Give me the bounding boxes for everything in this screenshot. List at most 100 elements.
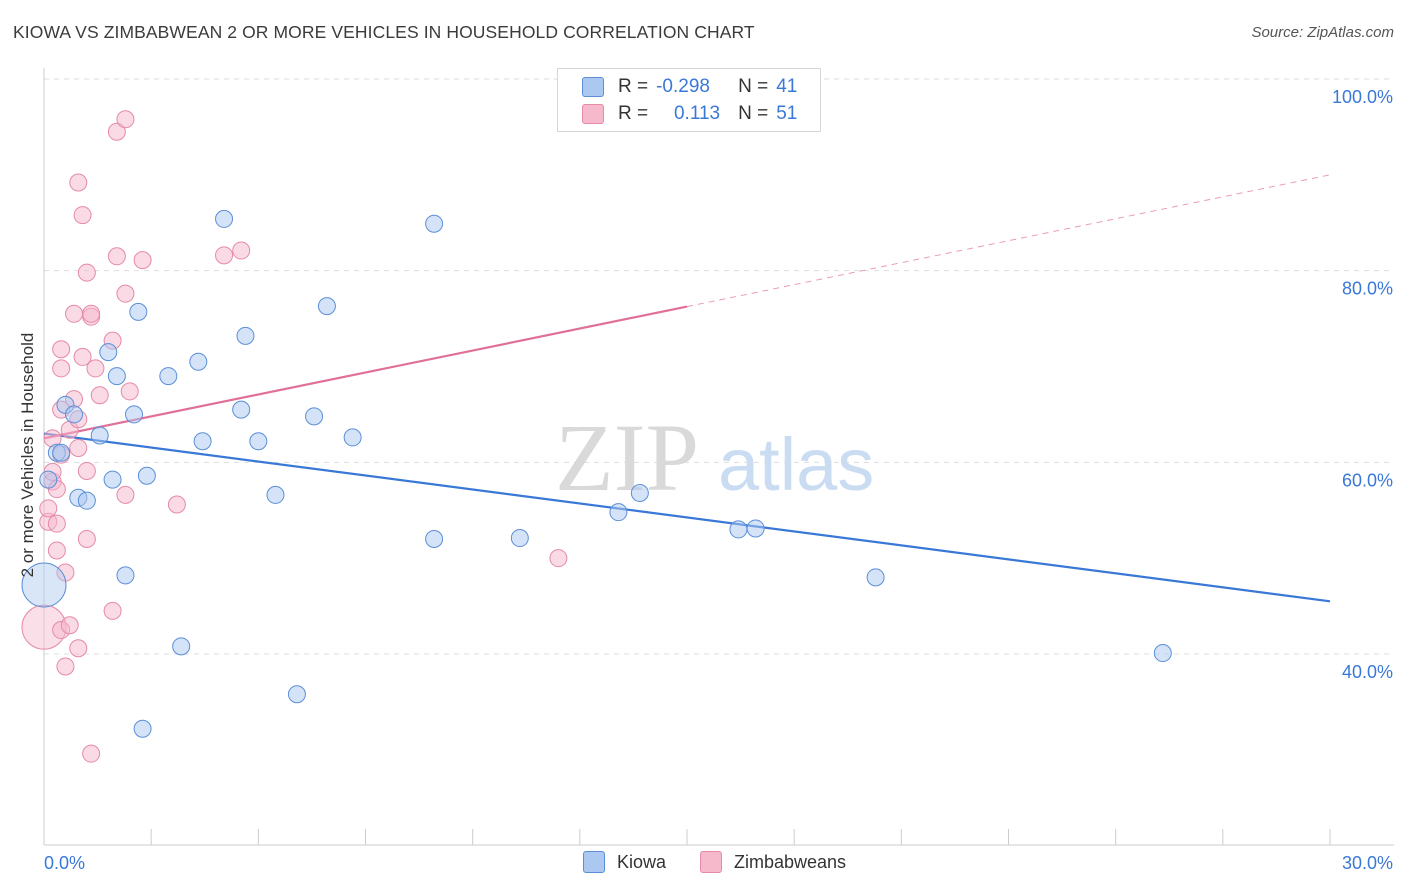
kiowa-point <box>249 432 268 451</box>
zimbabwean-point <box>77 530 96 548</box>
zimbabwean-trend-line <box>43 305 688 440</box>
zimbabwean-point <box>52 340 71 359</box>
grid-lines <box>44 78 1394 655</box>
kiowa-point <box>343 428 362 447</box>
kiowa-point <box>116 566 135 585</box>
zimbabwean-point <box>90 386 109 405</box>
kiowa-point <box>232 400 251 419</box>
correlation-legend: R = -0.298 N = 41 R = 0.113 N = 51 <box>557 68 821 132</box>
zimbabwean-point <box>82 304 101 323</box>
kiowa-trend-line <box>43 432 1331 603</box>
kiowa-point <box>425 214 444 233</box>
zimbabwean-point <box>133 251 152 270</box>
kiowa-legend-label: Kiowa <box>617 851 667 872</box>
legend-row-zimbabwean: R = 0.113 N = 51 <box>582 102 797 126</box>
kiowa-point <box>39 470 58 489</box>
kiowa-point <box>746 519 765 538</box>
kiowa-point <box>125 405 144 424</box>
zimbabwean-point <box>82 744 101 763</box>
kiowa-point <box>630 484 649 502</box>
zimbabwean-point <box>107 122 126 141</box>
kiowa-point <box>266 485 285 504</box>
zimbabwean-point <box>77 461 96 480</box>
zimbabwean-point <box>47 541 66 560</box>
kiowa-point <box>77 491 96 510</box>
zimbabwean-n-value: 51 <box>776 103 798 124</box>
kiowa-point <box>107 367 126 386</box>
x-tick-label: 0.0% <box>44 853 85 873</box>
zimbabwean-legend-label: Zimbabweans <box>734 851 847 872</box>
y-tick-label: 40.0% <box>1342 662 1393 682</box>
zimbabwean-point <box>52 359 71 378</box>
kiowa-point <box>305 407 324 426</box>
kiowa-point <box>52 443 71 462</box>
zimbabwean-n-label: N = <box>738 103 769 124</box>
zimbabwean-point <box>69 639 88 658</box>
kiowa-point <box>137 466 156 485</box>
zimbabwean-points <box>21 110 568 763</box>
kiowa-point <box>172 637 191 656</box>
kiowa-point <box>189 352 208 371</box>
kiowa-point <box>609 503 628 522</box>
kiowa-point <box>866 568 885 587</box>
kiowa-point <box>129 302 148 321</box>
axes <box>43 68 1394 846</box>
zimbabwean-point <box>167 495 186 514</box>
watermark-zip: ZIP <box>555 404 699 511</box>
watermark: ZIP atlas <box>555 404 874 511</box>
zimbabwean-point <box>116 284 135 303</box>
kiowa-point <box>215 209 234 228</box>
kiowa-point <box>90 426 109 445</box>
kiowa-point <box>317 297 336 316</box>
legend-item-zimbabweans[interactable]: Zimbabweans <box>700 851 846 873</box>
kiowa-n-label: N = <box>738 76 769 97</box>
series-legend: Kiowa Zimbabweans <box>0 851 1406 877</box>
watermark-atlas: atlas <box>718 423 874 506</box>
y-axis-label: 2 or more Vehicles in Household <box>18 332 37 578</box>
source-label: Source: ZipAtlas.com <box>1251 24 1394 41</box>
zimbabwean-point <box>65 304 84 323</box>
zimbabwean-point <box>77 263 96 282</box>
zimbabwean-point <box>60 616 79 635</box>
zimbabwean-point <box>215 246 234 265</box>
kiowa-n-value: 41 <box>776 76 798 97</box>
tick-labels: 40.0% 60.0% 80.0% 100.0% 0.0% 30.0% <box>44 87 1393 873</box>
zimbabwean-point <box>232 241 251 260</box>
zimbabwean-point <box>39 499 58 518</box>
zimbabwean-point <box>107 247 126 266</box>
zimbabwean-point <box>86 359 105 378</box>
trend-lines <box>43 174 1331 603</box>
kiowa-swatch-icon <box>582 77 604 97</box>
zimbabwean-point <box>47 514 66 533</box>
kiowa-point <box>103 470 122 489</box>
zimbabwean-point <box>56 657 75 676</box>
zimbabwean-point <box>69 438 88 457</box>
kiowa-r-label: R = <box>618 76 649 97</box>
legend-item-kiowa[interactable]: Kiowa <box>583 851 666 873</box>
y-tick-label: 60.0% <box>1342 470 1393 490</box>
kiowa-point <box>510 529 529 548</box>
kiowa-point <box>287 685 306 704</box>
kiowa-point <box>21 562 67 608</box>
y-tick-label: 100.0% <box>1332 87 1393 107</box>
zimbabwean-swatch-icon <box>582 104 604 124</box>
legend-row-kiowa: R = -0.298 N = 41 <box>582 75 797 99</box>
kiowa-point <box>159 367 178 386</box>
zimbabwean-point <box>549 549 568 568</box>
kiowa-legend-icon <box>583 851 605 873</box>
zimbabwean-r-label: R = <box>618 103 649 124</box>
kiowa-point <box>133 719 152 738</box>
kiowa-points <box>21 209 1172 738</box>
kiowa-point <box>1153 644 1172 663</box>
kiowa-point <box>729 520 748 539</box>
zimbabwean-point <box>116 485 135 504</box>
kiowa-point <box>193 432 212 451</box>
kiowa-r-value: -0.298 <box>656 76 710 97</box>
zimbabwean-point <box>73 206 92 225</box>
chart-title: KIOWA VS ZIMBABWEAN 2 OR MORE VEHICLES I… <box>13 22 755 42</box>
kiowa-point <box>425 530 444 548</box>
y-tick-label: 80.0% <box>1342 279 1393 299</box>
zimbabwean-r-value: 0.113 <box>673 103 721 124</box>
kiowa-point <box>65 405 84 424</box>
zimbabwean-legend-icon <box>700 851 722 873</box>
